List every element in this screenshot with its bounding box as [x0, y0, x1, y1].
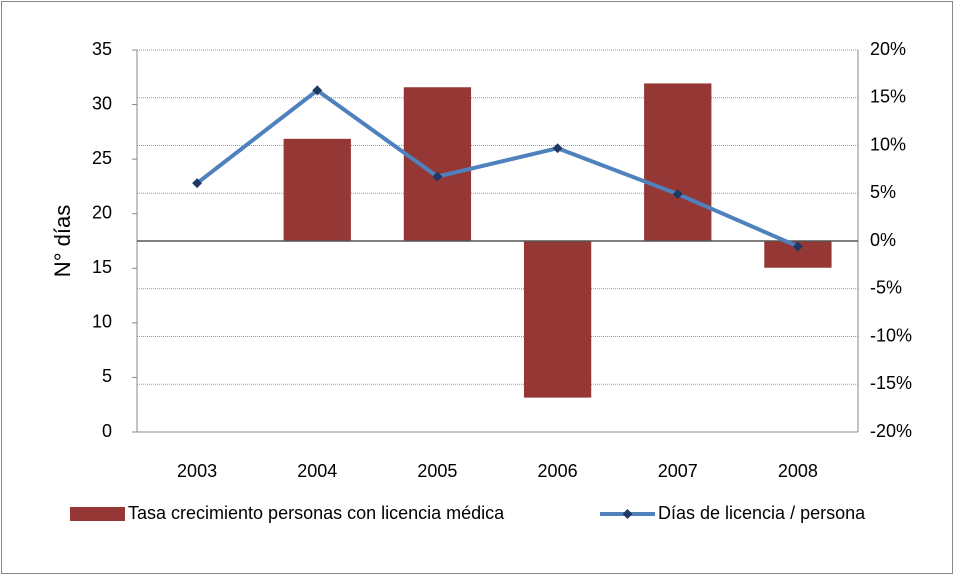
x-tick-label: 2007	[658, 461, 698, 481]
y2-tick-label: -15%	[870, 373, 912, 393]
bar	[403, 87, 472, 242]
marker	[192, 178, 203, 189]
marker	[792, 241, 803, 252]
legend-swatch	[70, 507, 125, 521]
legend-marker	[622, 509, 633, 519]
y2-tick-label: 5%	[870, 182, 896, 202]
legend-label: Tasa crecimiento personas con licencia m…	[128, 503, 505, 523]
y2-tick-label: 0%	[870, 230, 896, 250]
marker	[432, 171, 443, 182]
y-tick-label: 20	[92, 202, 112, 222]
y2-tick-label: 10%	[870, 134, 906, 154]
y2-tick-label: -20%	[870, 421, 912, 441]
x-tick-label: 2005	[417, 461, 457, 481]
y-tick-label: 25	[92, 148, 112, 168]
y-axis-label: N° días	[50, 205, 75, 277]
x-tick-label: 2003	[177, 461, 217, 481]
bar	[644, 83, 712, 241]
marker	[552, 143, 563, 154]
y-tick-label: 35	[92, 39, 112, 59]
y2-tick-label: 20%	[870, 39, 906, 59]
y2-tick-label: -10%	[870, 325, 912, 345]
x-tick-label: 2006	[538, 461, 578, 481]
bar	[283, 138, 351, 241]
y-tick-label: 30	[92, 93, 112, 113]
y2-tick-label: -5%	[870, 278, 902, 298]
y-tick-label: 15	[92, 257, 112, 277]
y2-tick-label: 15%	[870, 87, 906, 107]
legend-label: Días de licencia / persona	[658, 503, 866, 523]
x-tick-label: 2004	[297, 461, 337, 481]
y-tick-label: 10	[92, 312, 112, 332]
y-tick-label: 5	[102, 366, 112, 386]
marker	[672, 189, 683, 200]
bar	[523, 241, 592, 398]
y-tick-label: 0	[102, 421, 112, 441]
line	[195, 87, 799, 249]
x-tick-label: 2008	[778, 461, 818, 481]
